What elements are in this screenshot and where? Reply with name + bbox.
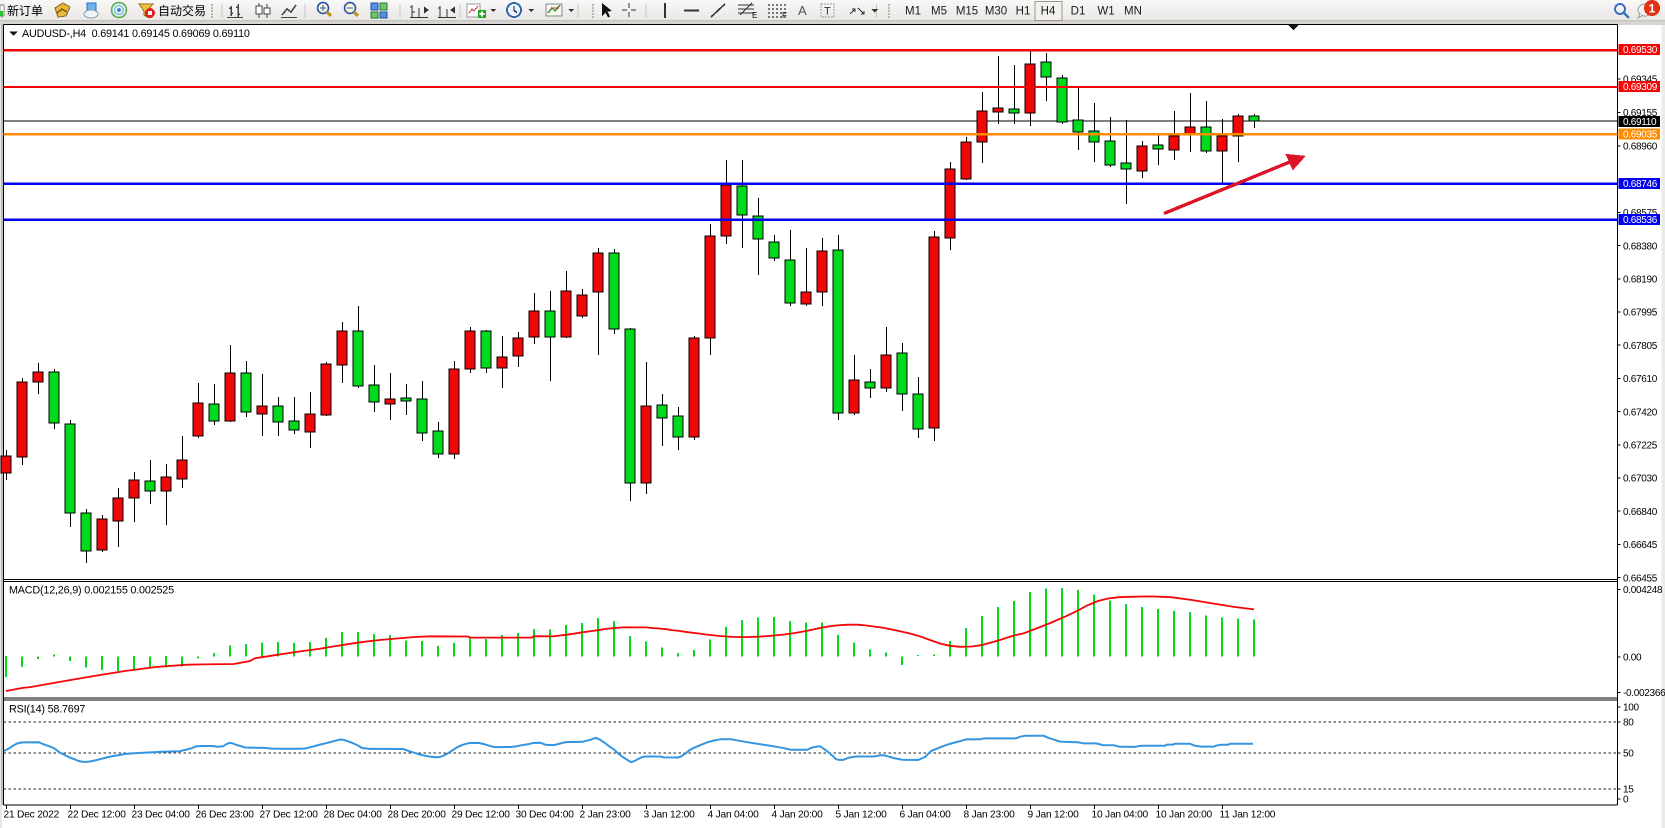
svg-text:100: 100: [1623, 703, 1640, 714]
svg-text:E: E: [752, 11, 757, 20]
svg-text:0.67995: 0.67995: [1623, 308, 1658, 319]
svg-text:3 Jan 12:00: 3 Jan 12:00: [644, 810, 696, 821]
svg-text:0.68746: 0.68746: [1623, 179, 1658, 190]
svg-text:0.67225: 0.67225: [1623, 441, 1658, 452]
svg-text:1: 1: [1649, 2, 1656, 16]
svg-text:0.67805: 0.67805: [1623, 341, 1658, 352]
svg-text:0.67420: 0.67420: [1623, 407, 1658, 418]
svg-text:9 Jan 12:00: 9 Jan 12:00: [1028, 810, 1080, 821]
svg-text:0.00: 0.00: [1623, 653, 1642, 664]
svg-text:AUDUSD-,H4 0.69141 0.69145 0.: AUDUSD-,H4 0.69141 0.69145 0.69069 0.691…: [22, 28, 250, 40]
svg-text:80: 80: [1623, 718, 1634, 729]
svg-text:11 Jan 12:00: 11 Jan 12:00: [1220, 810, 1276, 821]
svg-text:M15: M15: [956, 6, 978, 18]
svg-text:0.69530: 0.69530: [1623, 45, 1658, 56]
svg-text:27 Dec 12:00: 27 Dec 12:00: [260, 810, 319, 821]
svg-text:0.68190: 0.68190: [1623, 275, 1658, 286]
svg-text:5 Jan 12:00: 5 Jan 12:00: [836, 810, 888, 821]
svg-text:0.69155: 0.69155: [1623, 108, 1658, 119]
svg-text:2 Jan 23:00: 2 Jan 23:00: [580, 810, 632, 821]
svg-text:4 Jan 04:00: 4 Jan 04:00: [708, 810, 760, 821]
svg-text:10 Jan 20:00: 10 Jan 20:00: [1156, 810, 1213, 821]
svg-text:0.66840: 0.66840: [1623, 507, 1658, 518]
svg-text:0.69309: 0.69309: [1623, 82, 1658, 93]
svg-text:23 Dec 04:00: 23 Dec 04:00: [132, 810, 191, 821]
svg-text:26 Dec 23:00: 26 Dec 23:00: [196, 810, 255, 821]
svg-text:28 Dec 04:00: 28 Dec 04:00: [324, 810, 383, 821]
svg-text:0.69110: 0.69110: [1623, 117, 1657, 128]
svg-text:M30: M30: [985, 6, 1007, 18]
svg-text:M1: M1: [905, 6, 921, 18]
svg-text:0.68380: 0.68380: [1623, 241, 1658, 252]
svg-text:新订单: 新订单: [7, 3, 43, 18]
svg-text:A: A: [798, 3, 807, 18]
svg-text:T: T: [824, 6, 831, 18]
svg-text:0.68960: 0.68960: [1623, 142, 1658, 153]
svg-text:0.69035: 0.69035: [1623, 130, 1658, 141]
svg-text:F: F: [782, 11, 787, 20]
svg-text:4 Jan 20:00: 4 Jan 20:00: [772, 810, 824, 821]
svg-text:D1: D1: [1071, 6, 1086, 18]
svg-text:0: 0: [1623, 795, 1629, 806]
svg-text:H4: H4: [1041, 6, 1056, 18]
svg-text:29 Dec 12:00: 29 Dec 12:00: [452, 810, 511, 821]
svg-text:15: 15: [1623, 785, 1634, 796]
svg-text:22 Dec 12:00: 22 Dec 12:00: [68, 810, 127, 821]
svg-text:-0.002366: -0.002366: [1623, 688, 1665, 699]
svg-text:0.69345: 0.69345: [1623, 75, 1658, 86]
svg-text:0.66455: 0.66455: [1623, 573, 1658, 584]
svg-text:8 Jan 23:00: 8 Jan 23:00: [964, 810, 1016, 821]
svg-text:0.66645: 0.66645: [1623, 540, 1658, 551]
svg-text:0.67610: 0.67610: [1623, 374, 1658, 385]
svg-text:0.004248: 0.004248: [1623, 585, 1663, 596]
svg-text:28 Dec 20:00: 28 Dec 20:00: [388, 810, 447, 821]
svg-text:0.67030: 0.67030: [1623, 474, 1658, 485]
svg-text:H1: H1: [1016, 6, 1031, 18]
svg-text:MACD(12,26,9) 0.002155 0.00252: MACD(12,26,9) 0.002155 0.002525: [9, 585, 174, 597]
svg-text:0.68536: 0.68536: [1623, 215, 1658, 226]
svg-text:21 Dec 2022: 21 Dec 2022: [4, 810, 60, 821]
svg-text:MN: MN: [1124, 6, 1142, 18]
svg-text:10 Jan 04:00: 10 Jan 04:00: [1092, 810, 1149, 821]
svg-text:6 Jan 04:00: 6 Jan 04:00: [900, 810, 952, 821]
svg-text:0.68575: 0.68575: [1623, 208, 1658, 219]
svg-text:M5: M5: [931, 6, 947, 18]
svg-text:30 Dec 04:00: 30 Dec 04:00: [516, 810, 575, 821]
svg-text:自动交易: 自动交易: [158, 3, 206, 18]
svg-text:W1: W1: [1097, 6, 1114, 18]
svg-text:RSI(14) 58.7697: RSI(14) 58.7697: [9, 704, 85, 716]
svg-text:50: 50: [1623, 749, 1634, 760]
